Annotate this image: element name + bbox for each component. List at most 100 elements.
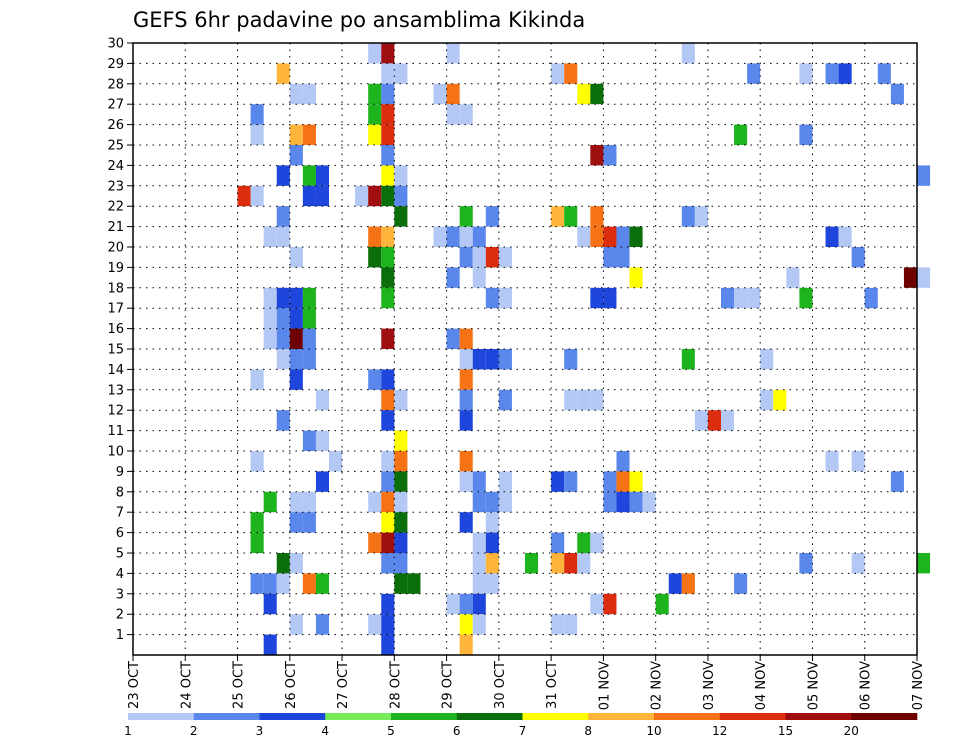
heatmap-cell [381, 145, 395, 166]
colorbar-label: 15 [778, 724, 793, 738]
heatmap-cell [250, 124, 264, 145]
colorbar-swatch [325, 713, 392, 720]
heatmap-cell [485, 206, 499, 227]
heatmap-cell [302, 328, 316, 349]
x-tick-label: 05 NOV [806, 661, 821, 710]
heatmap-cell [315, 573, 329, 594]
y-tick-label: 17 [107, 302, 124, 317]
colorbar-swatch [719, 713, 786, 720]
heatmap-cell [498, 287, 512, 309]
heatmap-cell [864, 287, 878, 309]
heatmap-cell [485, 349, 499, 370]
heatmap-cell [472, 349, 486, 370]
heatmap-cell [603, 247, 617, 268]
y-tick-label: 11 [107, 424, 124, 439]
heatmap-cell [459, 104, 473, 125]
heatmap-cell [276, 308, 290, 329]
y-tick-label: 6 [116, 526, 124, 541]
heatmap-cell [394, 491, 408, 513]
heatmap-cell [394, 430, 408, 451]
heatmap-cell [747, 63, 761, 84]
heatmap-cell [446, 83, 460, 105]
heatmap-cell [498, 491, 512, 513]
heatmap-cell [551, 532, 565, 553]
heatmap-cell [394, 185, 408, 207]
heatmap-cell [302, 83, 316, 105]
heatmap-cell [237, 185, 251, 207]
heatmap-cell [250, 104, 264, 125]
heatmap-cell [603, 226, 617, 247]
heatmap-cell [276, 328, 290, 349]
colorbar-swatch [785, 713, 852, 720]
heatmap-cell [799, 124, 813, 145]
heatmap-cell [355, 185, 369, 207]
heatmap-cell [564, 349, 578, 370]
heatmap-cell [446, 226, 460, 247]
colorbar-swatch [588, 713, 655, 720]
heatmap-cell [368, 491, 382, 513]
heatmap-cell [485, 553, 499, 574]
heatmap-cell [603, 145, 617, 166]
heatmap-cell [289, 491, 303, 513]
heatmap-cell [616, 451, 630, 472]
heatmap-cell [773, 389, 787, 411]
heatmap-cell [577, 532, 591, 553]
heatmap-cell [877, 63, 891, 84]
heatmap-cell [394, 573, 408, 594]
heatmap-cell [302, 308, 316, 329]
x-tick-label: 30 OCT [493, 661, 508, 709]
y-tick-label: 14 [107, 363, 124, 378]
x-tick-label: 25 OCT [232, 661, 247, 709]
heatmap-cell [564, 471, 578, 492]
heatmap-cell [302, 185, 316, 207]
heatmap-cell [394, 553, 408, 574]
heatmap-cell [315, 614, 329, 635]
heatmap-cell [603, 471, 617, 492]
heatmap-cell [590, 593, 604, 615]
heatmap-cell [564, 553, 578, 574]
colorbar-swatch [259, 713, 326, 720]
y-tick-label: 7 [116, 506, 124, 521]
heatmap-cell [381, 185, 395, 207]
heatmap-cell [838, 63, 852, 84]
heatmap-cell [263, 593, 277, 615]
colorbar-label: 8 [584, 724, 592, 738]
heatmap-cell [590, 226, 604, 247]
heatmap-cell [250, 185, 264, 207]
heatmap-cell [642, 491, 656, 513]
heatmap-cell [302, 430, 316, 451]
heatmap-cell [302, 287, 316, 309]
heatmap-cell [760, 349, 774, 370]
heatmap-cell [590, 532, 604, 553]
heatmap-cell [472, 553, 486, 574]
x-tick-label: 26 OCT [284, 661, 299, 709]
heatmap-cell [472, 593, 486, 615]
heatmap-cell [551, 471, 565, 492]
heatmap-cell [668, 573, 682, 594]
heatmap-cell [250, 512, 264, 533]
colorbar-swatch [456, 713, 523, 720]
heatmap-cell [459, 451, 473, 472]
heatmap-cell [368, 43, 382, 64]
heatmap-cell [394, 389, 408, 411]
heatmap-cell [564, 389, 578, 411]
heatmap-cell [577, 226, 591, 247]
heatmap-cell [629, 267, 643, 288]
heatmap-cell [681, 349, 695, 370]
heatmap-cell [368, 614, 382, 635]
y-tick-label: 29 [107, 57, 124, 72]
heatmap-cell [485, 573, 499, 594]
heatmap-cell [381, 369, 395, 390]
heatmap-cell [472, 247, 486, 268]
heatmap-cell [302, 165, 316, 186]
heatmap-cell [276, 165, 290, 186]
heatmap-cell [368, 83, 382, 105]
heatmap-cell [747, 287, 761, 309]
y-tick-label: 5 [116, 547, 124, 562]
y-tick-label: 19 [107, 261, 124, 276]
y-tick-label: 16 [107, 322, 124, 337]
heatmap-cell [289, 308, 303, 329]
x-axis: 23 OCT 24 OCT 25 OCT 26 OCT 27 OCT 28 OCT 29 O… [127, 655, 926, 710]
heatmap-cell [381, 83, 395, 105]
heatmap-cell [525, 553, 539, 574]
